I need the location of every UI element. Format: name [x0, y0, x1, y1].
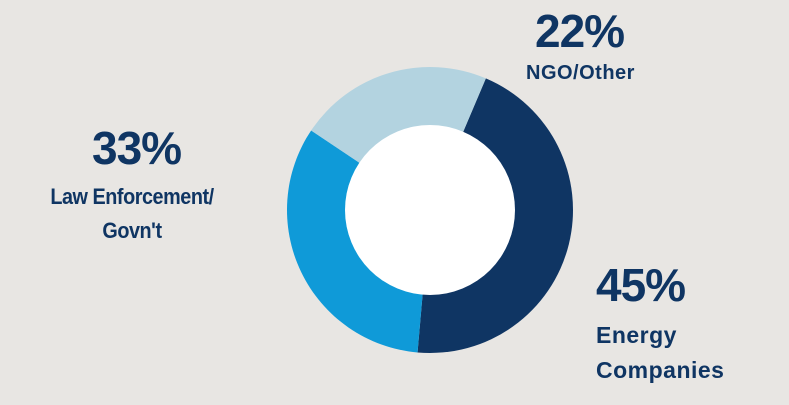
- category-label-energy-companies: Energy Companies: [596, 318, 724, 387]
- category-label-line: Govn't: [102, 218, 162, 244]
- value-label-ngo-other: 22%: [535, 5, 625, 57]
- value-label-law-enforcement: 33%: [92, 122, 182, 174]
- category-label-line: Law Enforcement/: [50, 184, 214, 209]
- category-label-ngo-other: NGO/Other: [526, 62, 635, 85]
- value-label-energy-companies: 45%: [596, 259, 686, 311]
- donut-hole: [345, 125, 515, 295]
- category-label-line: Companies: [596, 356, 725, 383]
- category-label-law-enforcement: Law Enforcement/ Govn't: [20, 180, 243, 248]
- category-label-line: Energy: [596, 322, 677, 348]
- category-label-line: NGO/Other: [526, 62, 635, 84]
